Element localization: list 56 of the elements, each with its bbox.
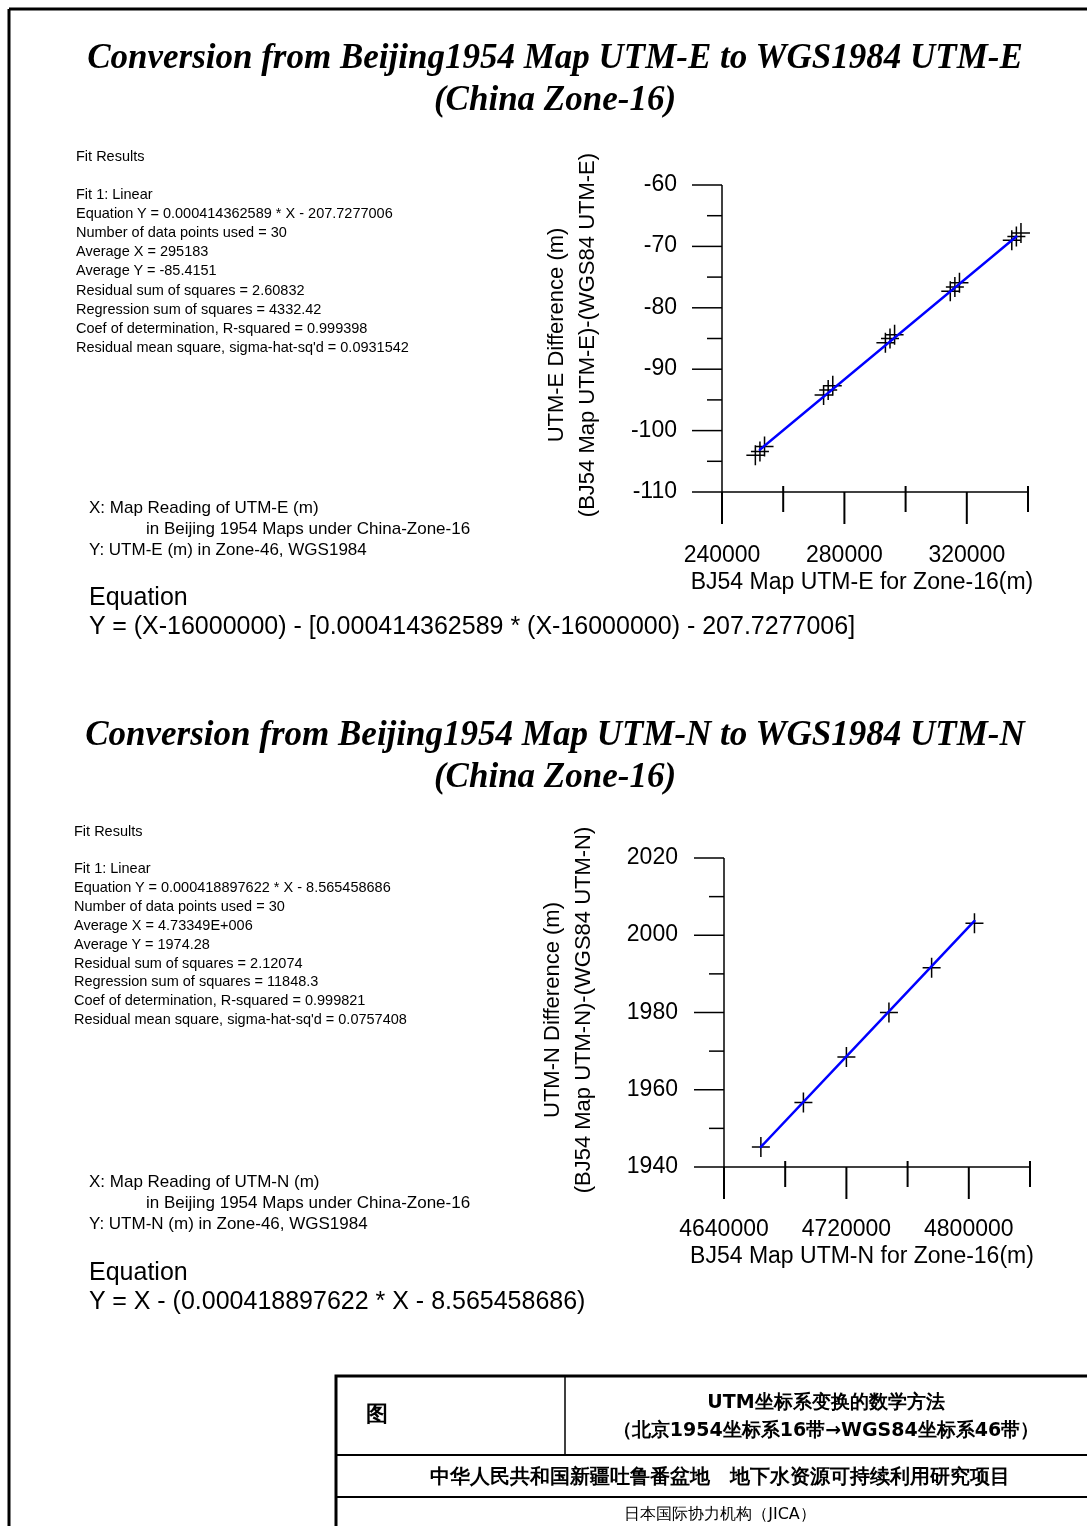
x-tick-label: 320000 — [928, 541, 1006, 567]
point — [754, 435, 775, 458]
y-tick-label: -80 — [643, 292, 677, 319]
y-tick-label: 1940 — [626, 1152, 678, 1179]
text: 中华人民共和国新疆吐鲁番盆地 地下水资源可持续利用研究项目 — [430, 1463, 1010, 1488]
point — [875, 332, 896, 354]
x-tick-label: 280000 — [806, 541, 883, 567]
text: Fit 1: Linear Equation Y = 0.000414362589 * X - 207.7277006 Number of data points used = 30 Average X = 295183 Average Y = -85.4151 Residual sum of squares = 2.60832 Regression sum of squares = 4332.42 Coef of determination, R-squared = 0.999398 Residual mean square, sigma-hat-sq'd = 0.0931542 — [76, 186, 409, 355]
text: 图 — [366, 1401, 388, 1426]
point — [750, 440, 770, 463]
point — [1006, 225, 1027, 248]
point — [818, 379, 838, 401]
y-tick-label: -70 — [643, 231, 677, 258]
text: X: Map Reading of UTM-E (m) in Beijing 1954 Maps under China-Zone-16 Y: UTM-E (m) in Zone-46, WGS1984 — [89, 498, 471, 559]
text: 日本国际协力机构（JICA） — [624, 1503, 816, 1523]
point — [880, 327, 900, 350]
y-tick-label: -90 — [643, 354, 677, 381]
chart-title: Conversion from Beijing1954 Map UTM-N to WGS1984 UTM-N (China Zone-16) — [85, 714, 1027, 795]
text: Fit Results — [76, 148, 145, 164]
text: Fit 1: Linear Equation Y = 0.000418897622 * X - 8.565458686 Number of data points used = 30 Average X = 4.73349E+006 Average Y = 1974.28 Residual sum of squares = 2.12074 Regression sum of squares = 11848.3 Coef of determination, R-squared = 0.999821 Residual mean square, sigma-hat-sq'd = 0.0757408 — [74, 860, 407, 1028]
point — [921, 956, 942, 979]
text: X: Map Reading of UTM-N (m) in Beijing 1954 Maps under China-Zone-16 Y: UTM-N (m) in Zone-46, WGS1984 — [89, 1172, 471, 1233]
chart-title: Conversion from Beijing1954 Map UTM-E to WGS1984 UTM-E (China Zone-16) — [87, 37, 1023, 118]
y-tick-label: -110 — [632, 477, 677, 504]
x-axis-title: BJ54 Map UTM-E for Zone-16(m) — [690, 568, 1034, 594]
point — [945, 276, 965, 298]
point — [813, 384, 834, 406]
y-tick-label: 1960 — [626, 1074, 678, 1101]
point — [1011, 222, 1031, 244]
point — [949, 271, 970, 294]
point — [793, 1091, 814, 1114]
x-axis-title: BJ54 Map UTM-N for Zone-16(m) — [690, 1242, 1034, 1268]
point — [836, 1046, 857, 1068]
x-tick-label: 4640000 — [679, 1215, 769, 1241]
point — [751, 1136, 771, 1158]
y-tick-label: -100 — [630, 415, 677, 442]
y-axis-title: UTM-N Difference (m) (BJ54 Map UTM-N)-(WGS84 UTM-N) — [538, 826, 595, 1194]
point — [823, 375, 843, 397]
y-tick-label: 1980 — [626, 997, 678, 1024]
x-tick-label: 4800000 — [924, 1215, 1014, 1241]
y-tick-label: 2000 — [626, 920, 678, 947]
point — [1002, 229, 1022, 252]
y-tick-label: -60 — [643, 170, 677, 197]
point — [940, 280, 961, 302]
point — [964, 912, 985, 935]
x-tick-label: 240000 — [683, 541, 761, 567]
y-tick-label: 2020 — [626, 843, 678, 870]
text: （北京1954坐标系16带→WGS84坐标系46带） — [612, 1417, 1040, 1440]
y-axis-title: UTM-E Difference (m) (BJ54 Map UTM-E)-(WGS84 UTM-E) — [542, 152, 599, 518]
text: Fit Results — [74, 823, 143, 839]
point — [879, 1001, 899, 1024]
text: Equation Y = X - (0.000418897622 * X - 8.565458686) — [89, 1257, 586, 1314]
text: UTM坐标系变换的数学方法 — [707, 1389, 945, 1412]
x-tick-label: 4720000 — [801, 1215, 892, 1241]
point — [884, 324, 905, 346]
point — [745, 444, 766, 466]
